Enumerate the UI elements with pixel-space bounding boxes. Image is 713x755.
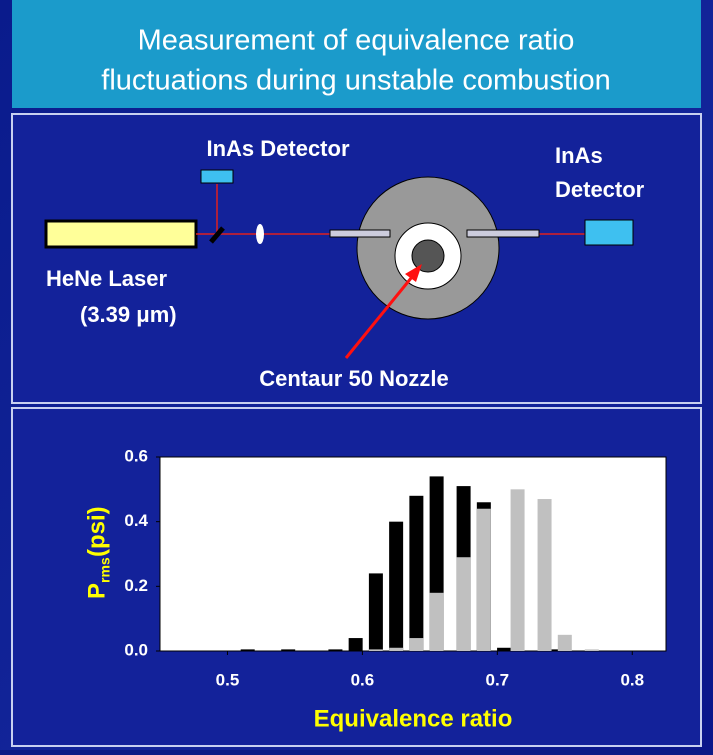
bar bbox=[477, 509, 491, 651]
bar bbox=[369, 649, 383, 651]
window bbox=[330, 230, 390, 237]
y-axis-title-unit: (psi) bbox=[83, 506, 110, 557]
bar bbox=[511, 489, 525, 651]
bar bbox=[389, 648, 403, 651]
y-axis-title-main: P bbox=[83, 583, 110, 599]
bar bbox=[430, 593, 444, 651]
bar bbox=[409, 638, 423, 651]
label: InAs Detector bbox=[206, 136, 349, 161]
bar bbox=[241, 649, 255, 651]
bar bbox=[369, 573, 383, 651]
x-tick-label: 0.8 bbox=[620, 670, 644, 689]
detector bbox=[585, 220, 633, 245]
bar bbox=[558, 635, 572, 651]
bar bbox=[409, 496, 423, 651]
y-tick-label: 0.4 bbox=[124, 511, 148, 530]
page: Measurement of equivalence ratio fluctua… bbox=[0, 0, 713, 750]
y-axis-title: P rms (psi) bbox=[83, 506, 112, 599]
lens bbox=[256, 224, 264, 244]
label: (3.39 μm) bbox=[80, 302, 177, 327]
title-line: Measurement of equivalence ratio bbox=[138, 25, 575, 57]
y-tick-label: 0.0 bbox=[124, 640, 148, 659]
x-axis-title: Equivalence ratio bbox=[314, 705, 513, 732]
laser bbox=[46, 221, 196, 247]
bar bbox=[328, 649, 342, 651]
bar bbox=[389, 522, 403, 651]
bar bbox=[585, 649, 599, 651]
label: Detector bbox=[555, 177, 645, 202]
label: InAs bbox=[555, 143, 603, 168]
detector bbox=[201, 170, 233, 183]
label: HeNe Laser bbox=[46, 266, 168, 291]
window bbox=[467, 230, 539, 237]
label: Centaur 50 Nozzle bbox=[259, 366, 449, 391]
y-tick-label: 0.6 bbox=[124, 446, 148, 465]
bar bbox=[538, 499, 552, 651]
bar bbox=[497, 648, 511, 651]
x-tick-label: 0.7 bbox=[486, 670, 510, 689]
slide: Measurement of equivalence ratio fluctua… bbox=[0, 0, 713, 750]
y-axis-title-sub: rms bbox=[97, 557, 113, 583]
bar bbox=[457, 557, 471, 651]
bar bbox=[349, 638, 363, 651]
bar bbox=[281, 649, 295, 651]
x-tick-label: 0.6 bbox=[351, 670, 375, 689]
title-line: fluctuations during unstable combustion bbox=[101, 65, 610, 97]
x-tick-label: 0.5 bbox=[216, 670, 240, 689]
y-tick-label: 0.2 bbox=[124, 576, 148, 595]
